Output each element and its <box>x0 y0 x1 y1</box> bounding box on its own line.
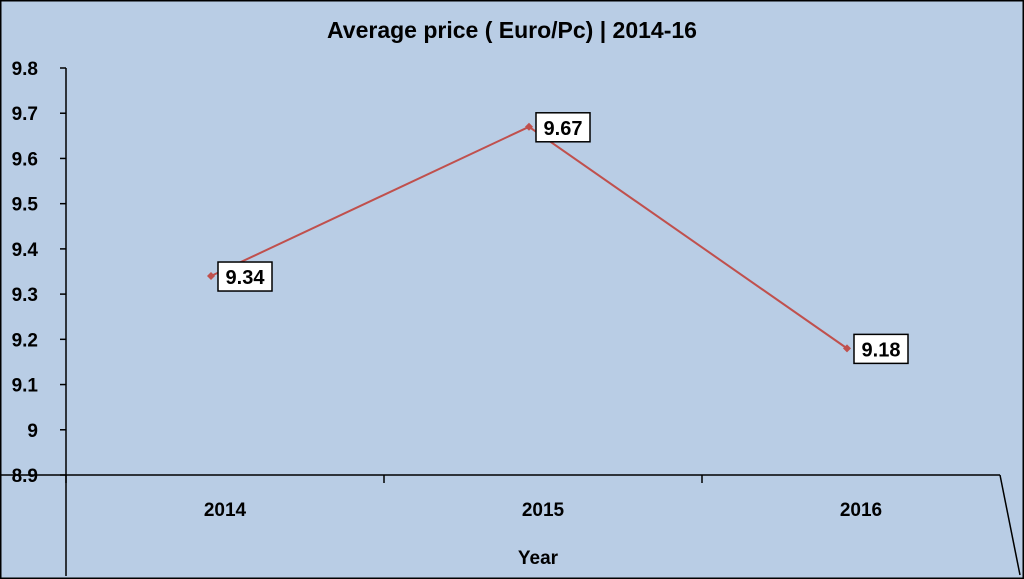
x-tick-label: 2016 <box>840 500 882 521</box>
y-tick-label: 9.8 <box>12 59 38 80</box>
data-label-box <box>535 112 591 143</box>
y-tick-label: 9 <box>27 421 38 442</box>
data-label: 9.67 <box>544 118 583 140</box>
y-tick-label: 9.6 <box>12 149 38 170</box>
y-tick-label: 9.3 <box>12 285 38 306</box>
data-label: 9.34 <box>226 267 266 289</box>
y-tick-label: 9.2 <box>12 330 38 351</box>
data-point <box>843 344 851 353</box>
chart-title: Average price ( Euro/Pc) | 2014-16 <box>327 17 697 43</box>
y-tick-label: 8.9 <box>12 466 38 487</box>
data-point <box>525 122 533 131</box>
y-tick-label: 9.1 <box>12 376 39 397</box>
axes: 8.9 9 9.1 9.2 9.3 9.4 9.5 9.6 9.7 9.8 2014 2015 2016 <box>0 59 1021 576</box>
data-label-box <box>217 261 273 292</box>
x-tick-label: 2014 <box>204 500 247 521</box>
data-point <box>207 272 215 281</box>
x-tick-label: 2015 <box>522 500 565 521</box>
y-tick-label: 9.4 <box>12 240 39 261</box>
y-tick-label: 9.7 <box>12 104 38 125</box>
data-label-box <box>853 333 909 365</box>
chart-marks: 9.34 9.67 9.18 <box>207 112 909 365</box>
x-axis-title: Year <box>518 548 559 569</box>
y-tick-label: 9.5 <box>12 195 39 216</box>
x-tick-mark <box>999 474 1021 576</box>
data-label: 9.18 <box>862 339 901 361</box>
